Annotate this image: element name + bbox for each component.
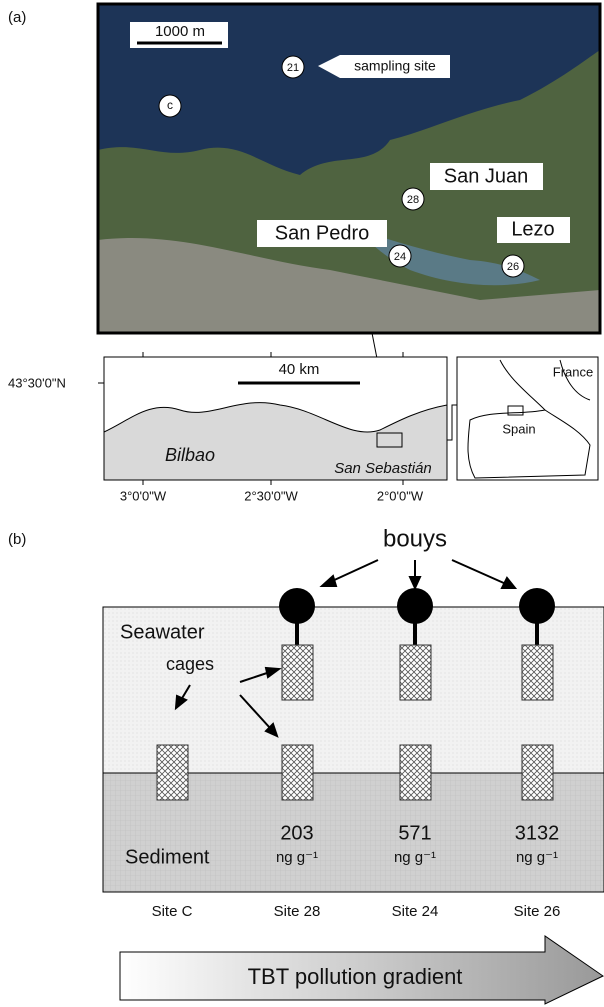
country-label: France	[553, 364, 593, 379]
unit: ng g⁻¹	[276, 849, 318, 866]
site-label: Site C	[152, 903, 193, 920]
city-label: San Sebastián	[334, 460, 432, 477]
panel-label: (a)	[8, 9, 26, 26]
site-number: c	[167, 98, 173, 112]
latitude-label: 43°30'0"N	[8, 375, 66, 390]
cages-label: cages	[166, 654, 214, 674]
place-label: San Juan	[444, 165, 529, 187]
site-number: 26	[507, 261, 519, 273]
country-label: Spain	[502, 421, 535, 436]
gradient-label: TBT pollution gradient	[248, 964, 463, 989]
concentration: 3132	[515, 822, 560, 844]
figure: (a) 1000 m sampling site 21 c 28 24 26 S…	[0, 0, 604, 1007]
callout-label: sampling site	[354, 58, 436, 74]
bouys-label: bouys	[383, 525, 447, 552]
longitude-label: 3°0'0"W	[120, 488, 167, 503]
site-label: Site 28	[274, 903, 321, 920]
site-number: 21	[287, 62, 299, 74]
site-number: 24	[394, 251, 406, 263]
unit: ng g⁻¹	[516, 849, 558, 866]
scale-label: 1000 m	[155, 23, 205, 40]
unit: ng g⁻¹	[394, 849, 436, 866]
place-label: San Pedro	[275, 222, 370, 244]
panel-label: (b)	[8, 531, 26, 548]
seawater-label: Seawater	[120, 621, 205, 643]
sediment-label: Sediment	[125, 846, 210, 868]
site-label: Site 24	[392, 903, 439, 920]
place-label: Lezo	[511, 218, 554, 240]
scale-label: 40 km	[279, 361, 320, 378]
city-label: Bilbao	[165, 445, 215, 465]
concentration: 571	[398, 822, 431, 844]
longitude-label: 2°0'0"W	[377, 488, 424, 503]
site-label: Site 26	[514, 903, 561, 920]
site-number: 28	[407, 194, 419, 206]
longitude-label: 2°30'0"W	[244, 488, 298, 503]
concentration: 203	[280, 822, 313, 844]
